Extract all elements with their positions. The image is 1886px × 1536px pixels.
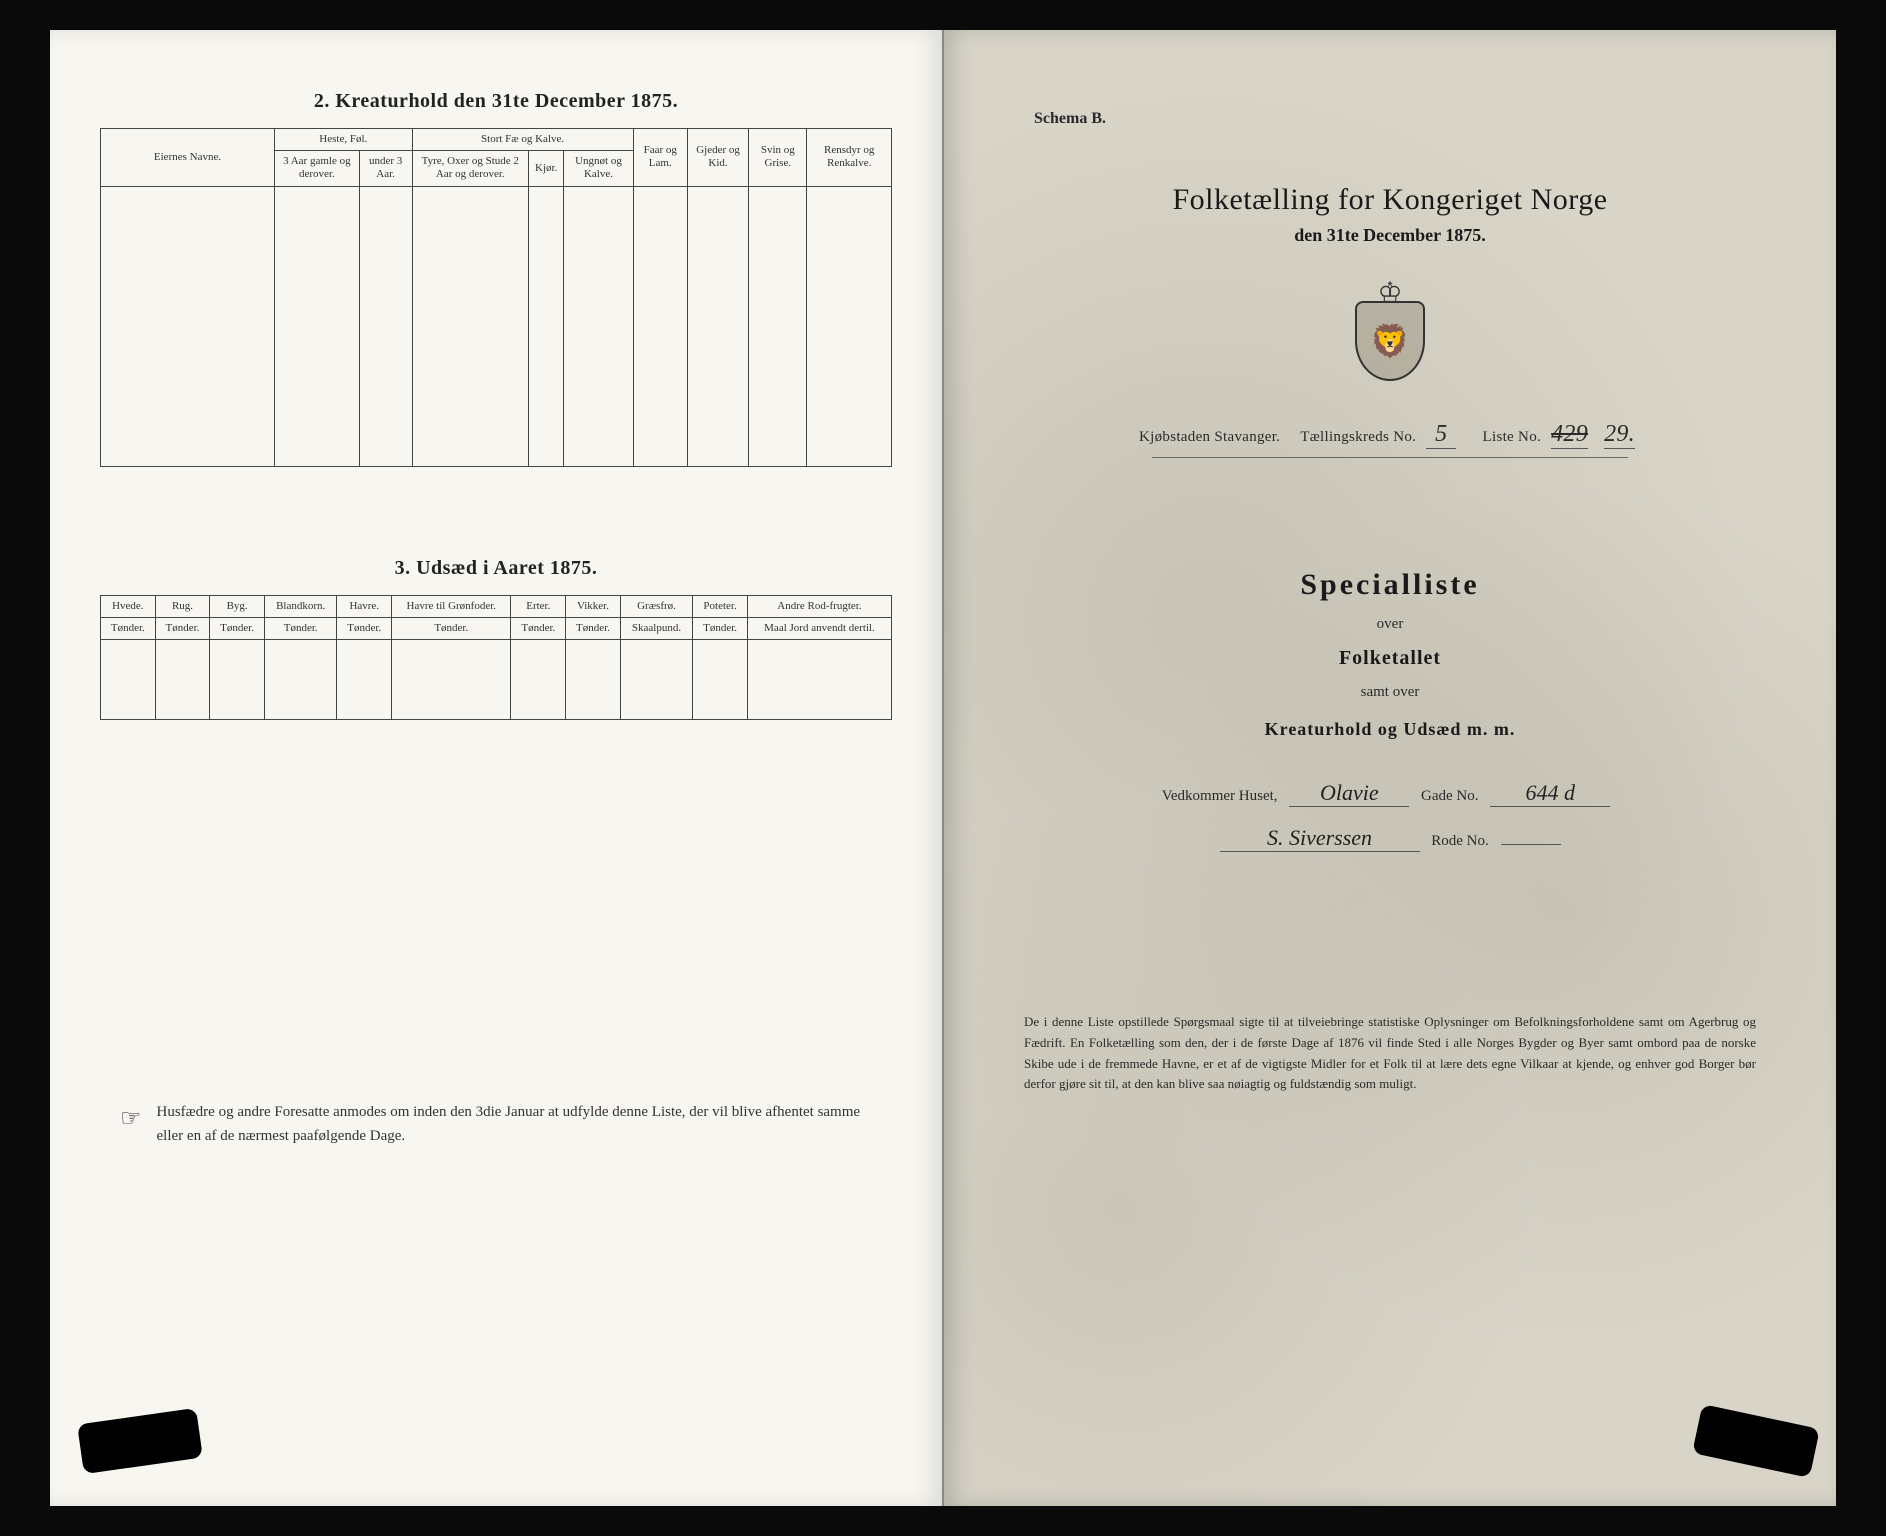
bottom-paragraph: De i denne Liste opstillede Spørgsmaal s… xyxy=(1024,1012,1756,1095)
meta-line: Kjøbstaden Stavanger. Tællingskreds No. … xyxy=(994,421,1786,449)
footnote-text: Husfædre og andre Foresatte anmodes om i… xyxy=(157,1100,872,1148)
c3n: Byg. xyxy=(210,595,265,617)
district-label: Tællingskreds No. xyxy=(1300,429,1416,445)
c5n: Havre. xyxy=(337,595,392,617)
list-number: 29. xyxy=(1604,421,1635,449)
col-cattle-2: Kjør. xyxy=(529,151,564,186)
census-title: Folketælling for Kongeriget Norge xyxy=(994,183,1786,217)
c4n: Blandkorn. xyxy=(264,595,336,617)
col-horses-group: Heste, Føl. xyxy=(275,129,413,151)
right-page: Schema B. Folketælling for Kongeriget No… xyxy=(944,30,1836,1506)
col-goats: Gjeder og Kid. xyxy=(687,129,748,187)
col-sheep: Faar og Lam. xyxy=(633,129,687,187)
left-page: 2. Kreaturhold den 31te December 1875. E… xyxy=(50,30,944,1506)
c7n: Erter. xyxy=(511,595,566,617)
list-label: Liste No. xyxy=(1483,429,1542,445)
section3-title: 3. Udsæd i Aaret 1875. xyxy=(100,557,892,580)
c1n: Hvede. xyxy=(101,595,156,617)
c8u: Tønder. xyxy=(566,617,621,639)
c5u: Tønder. xyxy=(337,617,392,639)
document-spread: 2. Kreaturhold den 31te December 1875. E… xyxy=(50,30,1836,1506)
census-date: den 31te December 1875. xyxy=(994,225,1786,246)
c11n: Andre Rod-frugter. xyxy=(747,595,891,617)
over-label: over xyxy=(994,616,1786,633)
c2u: Tønder. xyxy=(155,617,210,639)
folketallet-label: Folketallet xyxy=(994,647,1786,670)
coat-of-arms-icon: ♔ 🦁 xyxy=(1345,276,1435,386)
samt-label: samt over xyxy=(994,684,1786,701)
section2-title: 2. Kreaturhold den 31te December 1875. xyxy=(100,90,892,113)
c2n: Rug. xyxy=(155,595,210,617)
c4u: Tønder. xyxy=(264,617,336,639)
divider xyxy=(1152,457,1627,458)
pointing-hand-icon: ☞ xyxy=(120,1100,142,1148)
c3u: Tønder. xyxy=(210,617,265,639)
binder-clip-icon xyxy=(1692,1404,1820,1478)
rode-number xyxy=(1501,844,1561,845)
c10u: Tønder. xyxy=(693,617,748,639)
c1u: Tønder. xyxy=(101,617,156,639)
c7u: Tønder. xyxy=(511,617,566,639)
col-owner: Eiernes Navne. xyxy=(101,129,275,187)
c9u: Skaalpund. xyxy=(620,617,692,639)
rode-label: Rode No. xyxy=(1431,833,1489,849)
c9n: Græsfrø. xyxy=(620,595,692,617)
district-number: 5 xyxy=(1426,421,1456,449)
house-value-1: Olavie xyxy=(1289,780,1409,807)
house-line-1: Vedkommer Huset, Olavie Gade No. 644 d xyxy=(994,780,1786,807)
specialliste-heading: Specialliste xyxy=(994,568,1786,602)
col-cattle-group: Stort Fæ og Kalve. xyxy=(412,129,633,151)
col-cattle-3: Ungnøt og Kalve. xyxy=(564,151,633,186)
c6n: Havre til Grønfoder. xyxy=(392,595,511,617)
house-name: S. Siverssen xyxy=(1220,825,1420,852)
livestock-table: Eiernes Navne. Heste, Føl. Stort Fæ og K… xyxy=(100,128,892,467)
col-pigs: Svin og Grise. xyxy=(749,129,807,187)
footnote: ☞ Husfædre og andre Foresatte anmodes om… xyxy=(100,1100,892,1148)
table-row xyxy=(101,186,892,466)
col-reindeer: Rensdyr og Renkalve. xyxy=(807,129,892,187)
table-row xyxy=(101,639,892,719)
house-label-1: Vedkommer Huset, xyxy=(1162,788,1278,804)
city-label: Kjøbstaden Stavanger. xyxy=(1139,429,1280,445)
sowing-table: Hvede. Rug. Byg. Blandkorn. Havre. Havre… xyxy=(100,595,892,720)
col-cattle-1: Tyre, Oxer og Stude 2 Aar og derover. xyxy=(412,151,528,186)
col-horses-1: 3 Aar gamle og derover. xyxy=(275,151,360,186)
kreatur-label: Kreaturhold og Udsæd m. m. xyxy=(994,719,1786,740)
col-horses-2: under 3 Aar. xyxy=(359,151,412,186)
house-line-2: S. Siverssen Rode No. xyxy=(994,825,1786,852)
schema-label: Schema B. xyxy=(1034,110,1786,128)
street-label: Gade No. xyxy=(1421,788,1478,804)
binder-clip-icon xyxy=(77,1408,203,1474)
c11u: Maal Jord anvendt dertil. xyxy=(747,617,891,639)
c6u: Tønder. xyxy=(392,617,511,639)
c8n: Vikker. xyxy=(566,595,621,617)
list-number-struck: 429 xyxy=(1551,421,1588,449)
street-number: 644 d xyxy=(1490,780,1610,807)
c10n: Poteter. xyxy=(693,595,748,617)
